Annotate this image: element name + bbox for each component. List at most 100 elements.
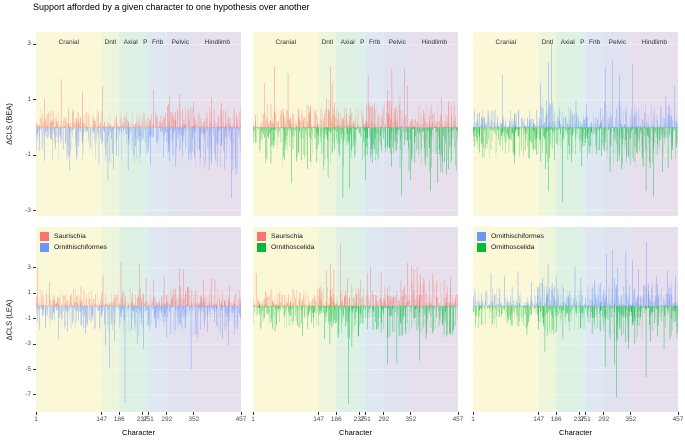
- bars-negative: [253, 306, 458, 338]
- bars-positive: [473, 242, 678, 306]
- region-band: [119, 32, 143, 216]
- x-tick-mark: [630, 412, 632, 415]
- legend: Saurischia Ornithischiformes: [40, 232, 107, 252]
- legend-entry: Saurischia: [257, 232, 314, 241]
- legend-entry: Ornithoscelida: [257, 243, 314, 252]
- panel-plot-svg: Cranial Dntl Axial P Frlb Pelvic Hindlimb: [36, 32, 241, 216]
- bars-negative: [255, 306, 456, 404]
- region-band: [148, 32, 167, 216]
- x-tick-mark: [252, 412, 254, 415]
- y-tick-label: -7: [25, 390, 31, 398]
- x-tick-label: 292: [161, 416, 173, 423]
- region-label: Frlb: [589, 39, 601, 46]
- bars-negative: [38, 127, 241, 170]
- bars-positive: [37, 261, 241, 306]
- x-tick-label: 147: [96, 416, 108, 423]
- region-band: [318, 227, 337, 412]
- region-band: [603, 32, 631, 216]
- panel-plot-svg: Cranial Dntl Axial P Frlb Pelvic Hindlimb: [253, 32, 458, 216]
- x-tick-mark: [193, 412, 195, 415]
- x-tick-label: 457: [452, 416, 464, 423]
- y-tick-mark: [33, 210, 36, 212]
- y-tick-mark: [33, 369, 36, 370]
- legend-label: Ornithischiformes: [491, 233, 544, 240]
- y-tick-label: -3: [25, 206, 31, 214]
- y-tick-label: 3: [27, 263, 31, 271]
- x-tick-mark: [578, 412, 580, 415]
- x-tick-mark: [457, 412, 459, 415]
- bars-negative: [36, 306, 241, 337]
- x-tick-mark: [240, 412, 242, 415]
- x-tick-label: 237: [573, 416, 585, 423]
- bars-negative: [253, 127, 454, 167]
- bars-negative: [473, 306, 678, 341]
- y-tick-mark: [33, 318, 36, 320]
- bars-positive: [253, 66, 457, 128]
- bars-negative: [473, 306, 678, 339]
- bars-negative: [253, 306, 458, 337]
- x-tick-label: 251: [579, 416, 591, 423]
- bars-negative: [37, 306, 241, 403]
- x-tick-mark: [35, 412, 37, 415]
- x-tick-mark: [555, 412, 557, 415]
- x-tick-label: 237: [353, 416, 365, 423]
- x-tick-label: 352: [405, 416, 417, 423]
- legend-label: Saurischia: [271, 233, 303, 240]
- x-tick-label: 186: [550, 416, 562, 423]
- x-tick-label: 147: [313, 416, 325, 423]
- region-label: Frlb: [369, 39, 381, 46]
- region-label: Dntl: [542, 39, 554, 46]
- legend-swatch-icon: [40, 243, 49, 252]
- region-label: Pelvic: [389, 39, 407, 46]
- y-tick-label: 1: [27, 95, 31, 103]
- bars-positive: [36, 287, 240, 306]
- legend-swatch-icon: [477, 232, 486, 241]
- region-band: [119, 227, 143, 412]
- x-tick-label: 457: [672, 416, 684, 423]
- x-tick-label: 237: [136, 416, 148, 423]
- x-tick-label: 1: [471, 416, 475, 423]
- bars-negative: [253, 127, 458, 174]
- x-tick-mark: [383, 412, 385, 415]
- x-tick-mark: [118, 412, 120, 415]
- region-band: [142, 227, 149, 412]
- region-band: [148, 227, 167, 412]
- bars-negative: [36, 127, 241, 169]
- legend: Ornithischiformes Ornithoscelida: [477, 232, 544, 252]
- x-tick-label: 1: [34, 416, 38, 423]
- panel-r0c1: Cranial Dntl Axial P Frlb Pelvic Hindlimb: [253, 32, 458, 216]
- region-band: [410, 32, 458, 216]
- legend-swatch-icon: [257, 232, 266, 241]
- x-tick-label: 186: [330, 416, 342, 423]
- y-tick-mark: [33, 154, 36, 156]
- bars-negative: [253, 127, 457, 199]
- region-band: [36, 32, 102, 216]
- region-label: Axial: [341, 39, 356, 46]
- bars-negative: [37, 127, 241, 199]
- legend-swatch-icon: [40, 232, 49, 241]
- x-tick-label: 251: [142, 416, 154, 423]
- x-tick-label: 352: [625, 416, 637, 423]
- x-axis-title: Character: [339, 428, 372, 437]
- y-tick-label: -3: [25, 340, 31, 348]
- x-tick-mark: [101, 412, 103, 415]
- panel-r1c0: Saurischia Ornithischiformes: [36, 227, 241, 412]
- x-tick-mark: [603, 412, 605, 415]
- legend: Saurischia Ornithoscelida: [257, 232, 314, 252]
- panel-plot-svg: [36, 227, 241, 412]
- x-tick-label: 251: [359, 416, 371, 423]
- y-tick-label: 3: [27, 40, 31, 48]
- y-tick-mark: [33, 99, 36, 101]
- region-label: P: [580, 39, 584, 46]
- region-label: Hindlimb: [205, 39, 231, 46]
- x-tick-label: 292: [598, 416, 610, 423]
- x-tick-mark: [584, 412, 586, 415]
- region-band: [142, 32, 149, 216]
- region-label: Hindlimb: [422, 39, 448, 46]
- region-label: P: [143, 39, 147, 46]
- bars-negative: [475, 127, 678, 169]
- y-tick-mark: [33, 267, 36, 269]
- x-tick-mark: [472, 412, 474, 415]
- bars-positive: [253, 281, 458, 306]
